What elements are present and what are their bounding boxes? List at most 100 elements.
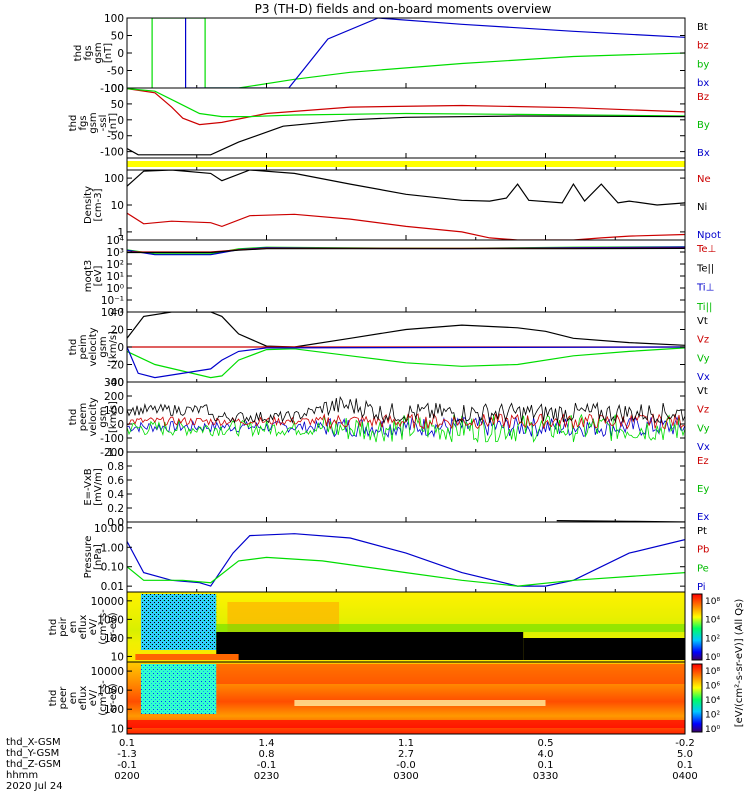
- colorbar-tick-peer-3: 10²: [705, 711, 720, 721]
- legend-fgs-ssl-0: Bz: [697, 92, 709, 103]
- series-group-peem: [127, 395, 685, 443]
- panel-flag: [126, 157, 686, 171]
- ylabel-fgs-3: [nT]: [103, 43, 114, 63]
- ylabel-peim-3: gsm: [98, 336, 109, 357]
- legend-fgs-2: by: [697, 59, 709, 70]
- xaxis-value-1-1: 0.8: [259, 749, 275, 760]
- spec-ylabel-peer-0: thd: [48, 690, 59, 707]
- ytick-label-temp-6: 10⁻²: [101, 307, 124, 319]
- spec-lowred-peer: [127, 720, 685, 728]
- ytick-label-density-2: 1: [117, 227, 124, 239]
- panel-efield: 1.0 0.8 0.6 0.4 0.2 0.0 E=-VxB [mV/m] Ez Ey Ex: [83, 447, 709, 529]
- legend-fgs-1: bz: [697, 41, 709, 52]
- spec-ylabel-peir-0: thd: [48, 619, 59, 636]
- legend-density-2: Npot: [697, 230, 721, 241]
- ytick-label-peim-3: -20: [107, 360, 124, 372]
- series-group-peim: [127, 312, 685, 379]
- spec-ytick-label-peer-0: 10000: [91, 666, 124, 678]
- ytick-label-fgs-0: 100: [104, 13, 124, 25]
- panel-frame-efield: [126, 451, 686, 523]
- footer-date: 2020 Jul 24: [6, 781, 63, 792]
- series-line-peim-0: [127, 312, 685, 348]
- legend-fgs-3: bx: [697, 78, 709, 89]
- ytick-label-efield-2: 0.6: [107, 475, 124, 487]
- ylabel-pressure-0: Pressure: [83, 536, 94, 579]
- ytick-label-peem-2: 100: [104, 405, 124, 417]
- ytick-label-peim-4: -40: [107, 377, 124, 389]
- xaxis-value-3-1: 0230: [254, 771, 279, 782]
- ytick-label-pressure-0: 10.00: [94, 523, 124, 535]
- legend-pressure-0: Pt: [697, 526, 707, 537]
- ylabel-peem-0: thd: [68, 409, 79, 426]
- xaxis-value-0-1: 1.4: [259, 738, 275, 749]
- panel-frame-pressure: [126, 521, 686, 593]
- ytick-label-peem-3: 0: [117, 419, 124, 431]
- footer-row-label: thd_X-GSM: [6, 737, 61, 748]
- noise-series-1: [127, 413, 685, 443]
- spec-ylabel-peir-5: (cm²-s-: [98, 609, 109, 645]
- series-line-density-1: [127, 212, 685, 240]
- legend-density-0: Ne: [697, 174, 711, 185]
- ytick-label-fgs-ssl-2: 0: [117, 115, 124, 127]
- footer-row-label: thd_Z-GSM: [6, 759, 61, 770]
- series-line-peim-2: [127, 347, 685, 379]
- spec-ytick-label-peir-0: 10000: [91, 596, 124, 608]
- colorbar-tick-peir-0: 10⁸: [705, 597, 720, 607]
- xaxis-value-3-2: 0300: [393, 771, 418, 782]
- ytick-label-peim-2: 0: [117, 342, 124, 354]
- panel-frame-density: [126, 169, 686, 241]
- ylabel-fgs-ssl-4: [nT]: [108, 113, 119, 133]
- ytick-label-temp-5: 10⁻¹: [101, 295, 124, 307]
- ytick-label-peem-5: -200: [100, 447, 124, 459]
- xaxis-value-1-3: 4.0: [538, 749, 554, 760]
- ytick-label-pressure-1: 1.00: [101, 542, 124, 554]
- xaxis-value-2-1: -0.1: [257, 760, 277, 771]
- spec-ylabel-peer-4: eV/: [88, 689, 99, 706]
- legend-peim-0: Vt: [697, 316, 708, 327]
- legend-peim-1: Vz: [697, 335, 709, 346]
- spec-black2-peir: [523, 638, 685, 660]
- spec-ylabel-peir-6: sr-eV): [108, 612, 119, 641]
- ytick-label-efield-3: 0.4: [107, 489, 124, 501]
- xaxis-value-1-0: -1.3: [117, 749, 137, 760]
- ytick-label-efield-1: 0.8: [107, 461, 124, 473]
- panel-density: 100 10 1 Density [cm-3] Ne Ni Npot: [83, 169, 721, 241]
- colorbar-tick-peer-0: 10⁸: [705, 667, 720, 677]
- xaxis-value-3-4: 0400: [672, 771, 697, 782]
- ylabel-density-0: Density: [83, 186, 94, 224]
- legend-pressure-3: Pi: [697, 582, 706, 593]
- ytick-label-fgs-ssl-4: -100: [100, 147, 124, 159]
- colorbar-peir: [691, 593, 703, 661]
- series-line-pressure-1: [127, 556, 685, 587]
- spec-dots-peir: [140, 594, 217, 650]
- colorbar-tick-peir-2: 10²: [705, 634, 720, 644]
- colorbar-peer: [691, 663, 703, 733]
- xaxis-value-0-0: 0.1: [119, 738, 135, 749]
- spectrogram-peir: 10000 1000 100 10 thd peir en eflux eV/(cm²-s-sr…: [48, 591, 720, 663]
- xaxis-value-0-4: -0.2: [675, 738, 695, 749]
- legend-efield-2: Ex: [697, 512, 709, 523]
- ytick-label-peem-0: 300: [104, 377, 124, 389]
- spec-ylabel-peir-2: en: [68, 621, 79, 634]
- ytick-label-fgs-ssl-0: 100: [104, 83, 124, 95]
- ylabel-fgs-ssl-3: -ssl: [98, 115, 109, 132]
- ytick-label-temp-3: 10¹: [106, 271, 124, 283]
- ytick-label-efield-5: 0.0: [107, 517, 124, 529]
- xaxis-value-2-0: -0.1: [117, 760, 137, 771]
- spec-ylabel-peer-1: peer: [58, 686, 69, 710]
- series-group-temp: [127, 246, 685, 256]
- series-group-pressure: [127, 533, 685, 587]
- ylabel-fgs-ssl-2: gsm: [88, 112, 99, 133]
- panel-fgs-ssl: 100 50 0 -50 -100 thd fgs gsm -ssl [nT] Bz By Bx: [68, 83, 710, 159]
- series-line-peim-3: [127, 346, 685, 379]
- spec-base-peir: [135, 654, 239, 660]
- ytick-label-peim-0: 40: [111, 307, 124, 319]
- colorbar-tick-peir-3: 10⁰: [705, 653, 720, 663]
- legend-temp-2: Ti⊥: [696, 283, 714, 294]
- xaxis-value-3-3: 0330: [533, 771, 558, 782]
- legend-temp-3: Ti||: [696, 302, 712, 313]
- legend-peem-1: Vz: [697, 405, 709, 416]
- orbit-footer: thd_X-GSM thd_Y-GSM thd_Z-GSM hhmm 2020 Jul …: [6, 737, 63, 792]
- ytick-label-temp-2: 10²: [106, 259, 124, 271]
- plot-title: P3 (TH-D) fields and on-board moments ov…: [255, 2, 552, 16]
